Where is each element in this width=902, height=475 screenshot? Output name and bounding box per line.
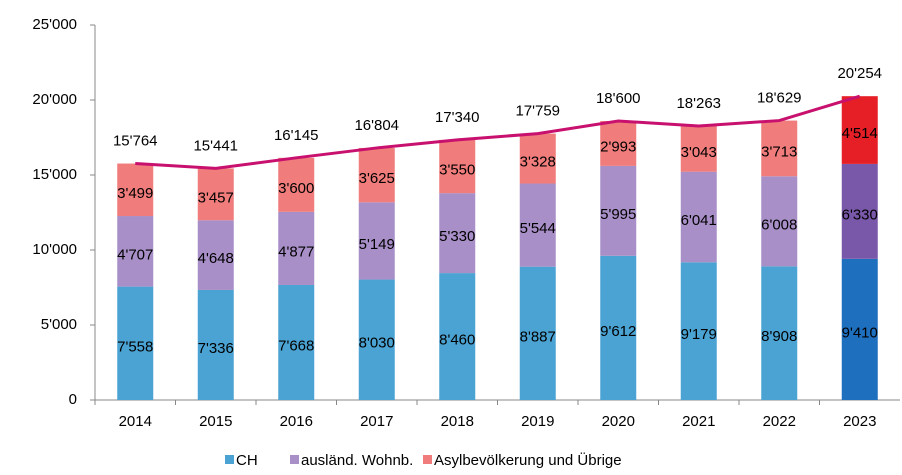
bar-segment [841,96,878,164]
bar-segment [358,279,395,400]
bar-segment [197,220,234,290]
total-label: 17'340 [435,109,480,126]
legend-swatch [290,455,299,464]
data-label: 3'457 [198,189,234,206]
bar-segment [761,176,798,267]
data-label: 9'179 [681,326,717,343]
bar-segment [117,286,154,400]
legend-label: ausländ. Wohnb. [301,452,413,469]
bar-segment [278,284,315,400]
data-label: 3'550 [439,161,475,178]
x-tick-label: 2015 [199,413,232,430]
total-label: 18'629 [757,90,802,107]
data-label: 5'995 [600,206,636,223]
bar-segment [197,168,234,221]
data-label: 3'625 [359,170,395,187]
data-label: 6'330 [842,206,878,223]
total-label: 16'145 [274,127,319,144]
data-label: 7'558 [117,338,153,355]
data-label: 6'041 [681,212,717,229]
total-label: 17'759 [515,103,560,120]
x-tick-label: 2022 [763,413,796,430]
data-label: 3'600 [278,180,314,197]
data-label: 3'499 [117,185,153,202]
bar-segment [278,157,315,212]
total-label: 20'254 [837,65,882,82]
data-label: 3'043 [681,144,717,161]
bar-segment [600,165,637,256]
bar-segment [519,133,556,184]
x-tick-label: 2016 [280,413,313,430]
data-label: 5'330 [439,228,475,245]
data-label: 3'328 [520,154,556,171]
legend-label: CH [236,452,258,469]
total-label: 16'804 [354,117,399,134]
legend-label: Asylbevölkerung und Übrige [434,451,622,469]
data-label: 5'544 [520,220,556,237]
data-label: 8'030 [359,335,395,352]
total-label: 18'263 [676,95,721,112]
legend-swatch [225,455,234,464]
x-tick-label: 2014 [119,413,152,430]
bar-segment [519,266,556,400]
bar-segment [680,171,717,263]
bar-segment [761,120,798,177]
x-tick-label: 2017 [360,413,393,430]
y-tick-label: 5'000 [41,316,77,333]
x-tick-label: 2020 [602,413,635,430]
bar-segment [358,202,395,280]
bar-segment [358,147,395,203]
y-tick-label: 25'000 [32,16,77,33]
bar-segment [197,289,234,400]
data-label: 6'008 [761,216,797,233]
y-tick-label: 10'000 [32,241,77,258]
bar-segment [841,258,878,400]
data-label: 9'410 [842,324,878,341]
data-label: 8'460 [439,332,475,349]
bar-segment [439,139,476,194]
data-label: 4'707 [117,246,153,263]
data-label: 7'668 [278,337,314,354]
total-label: 15'441 [193,137,238,154]
bar-segment [439,193,476,274]
data-label: 4'648 [198,250,234,267]
data-label: 4'514 [842,125,878,142]
bar-segment [841,163,878,259]
y-tick-label: 0 [69,391,77,408]
total-label: 18'600 [596,90,641,107]
y-tick-label: 15'000 [32,166,77,183]
data-label: 5'149 [359,236,395,253]
bar-segment [519,183,556,267]
bar-segment [117,163,154,217]
bar-segment [680,126,717,172]
x-tick-label: 2023 [843,413,876,430]
x-tick-label: 2018 [441,413,474,430]
bar-segment [600,255,637,400]
data-label: 4'877 [278,243,314,260]
bar-segment [278,211,315,285]
data-label: 9'612 [600,323,636,340]
x-tick-label: 2019 [521,413,554,430]
legend-swatch [423,455,432,464]
data-label: 2'993 [600,138,636,155]
y-tick-label: 20'000 [32,91,77,108]
bar-segment [680,262,717,400]
bar-segment [439,273,476,400]
total-label: 15'764 [113,133,158,150]
bar-segment [600,121,637,166]
bar-segment [117,216,154,287]
x-tick-label: 2021 [682,413,715,430]
data-label: 7'336 [198,340,234,357]
total-line [135,94,861,170]
data-label: 3'713 [761,143,797,160]
data-label: 8'887 [520,328,556,345]
bar-segment [761,266,798,400]
data-label: 8'908 [761,328,797,345]
